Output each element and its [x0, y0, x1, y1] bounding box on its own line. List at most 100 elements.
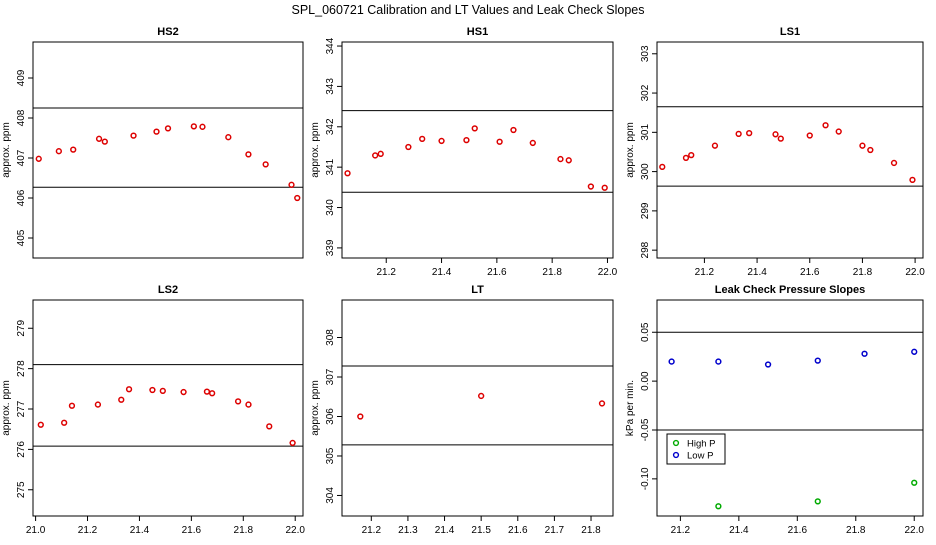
panel-2: HS1 approx. ppm 339 340 341 342 343 344 21.2 21.4… [310, 26, 618, 278]
x-tick-label: 21.7 [545, 525, 565, 536]
x-tick-label: 21.2 [671, 525, 691, 536]
data-point [890, 159, 898, 167]
y-tick-label: 278 [16, 360, 27, 377]
data-point [289, 439, 296, 447]
data-point [357, 413, 364, 420]
x-tick-label: 22.0 [285, 525, 305, 536]
x-tick-label: 21.0 [26, 525, 46, 536]
data-point [859, 142, 866, 149]
y-tick-label: 306 [325, 408, 336, 425]
x-tick-label: 21.5 [471, 525, 491, 536]
y-tick-label: 304 [325, 487, 336, 504]
data-point [101, 138, 108, 145]
data-point [471, 125, 478, 132]
y-tick-label: 276 [16, 441, 27, 458]
data-point [372, 152, 379, 159]
data-point [266, 423, 273, 430]
x-tick-label: 21.4 [747, 267, 767, 278]
x-tick-label: 21.4 [435, 525, 455, 536]
legend-label: Low P [687, 451, 713, 462]
legend-marker [672, 439, 680, 447]
x-tick-label: 22.0 [598, 267, 618, 278]
x-tick-label: 21.6 [800, 267, 820, 278]
y-tick-label: 343 [325, 78, 336, 95]
x-tick-label: 21.8 [581, 525, 601, 536]
y-axis-label: approx. ppm [1, 122, 12, 178]
data-point [529, 139, 536, 147]
y-tick-label: 279 [16, 319, 27, 336]
y-axis-label: approx. ppm [310, 122, 321, 178]
data-point [68, 402, 76, 409]
x-tick-label: 21.4 [130, 525, 150, 536]
data-point [587, 183, 595, 190]
plot-frame [341, 299, 614, 517]
x-tick-label: 22.0 [905, 267, 925, 278]
x-tick-label: 21.2 [695, 267, 715, 278]
y-tick-label: -0.05 [640, 418, 651, 441]
data-point [598, 400, 606, 407]
data-point [70, 146, 77, 153]
data-point [835, 128, 842, 135]
data-point [118, 396, 125, 403]
plot-frame [32, 299, 304, 517]
x-tick-label: 21.2 [362, 525, 382, 536]
y-tick-label: 342 [325, 118, 336, 135]
data-point [125, 386, 133, 393]
y-axis-label: kPa per min. [625, 380, 636, 436]
x-tick-label: 21.6 [182, 525, 202, 536]
y-tick-label: 299 [640, 202, 651, 219]
x-tick-label: 21.8 [234, 525, 254, 536]
x-tick-label: 21.6 [487, 267, 507, 278]
x-tick-label: 21.8 [542, 267, 562, 278]
data-point [496, 138, 503, 145]
data-point [419, 135, 426, 143]
data-point [557, 155, 564, 163]
y-axis-label: approx. ppm [1, 380, 12, 436]
y-tick-label: -0.10 [640, 467, 651, 490]
plot-frame [341, 41, 614, 259]
panel-5: LT approx. ppm 304 305 306 307 308 21.2 21.3 21.4… [310, 284, 614, 536]
y-tick-label: 300 [640, 163, 651, 180]
plot-frame [656, 299, 924, 517]
y-tick-label: 341 [325, 158, 336, 175]
panel-6: Leak Check Pressure Slopes kPa per min. -0… [625, 284, 924, 536]
y-tick-label: 408 [16, 109, 27, 126]
data-point [208, 390, 216, 397]
plot-frame [656, 41, 924, 259]
legend-label: High P [687, 439, 716, 450]
x-tick-label: 21.6 [788, 525, 808, 536]
data-point [806, 132, 813, 139]
data-point [711, 142, 719, 149]
panel-3: LS1 approx. ppm 298 299 300 301 302 303 21.2 21.4… [625, 26, 925, 278]
y-tick-label: 339 [325, 239, 336, 256]
y-tick-label: 406 [16, 189, 27, 206]
page-title: SPL_060721 Calibration and LT Values and… [291, 3, 644, 17]
data-point [463, 136, 470, 144]
legend-box [666, 433, 726, 465]
y-tick-label: 301 [640, 124, 651, 141]
x-tick-label: 21.4 [729, 525, 749, 536]
y-tick-label: 344 [325, 37, 336, 54]
x-tick-label: 21.8 [853, 267, 873, 278]
data-point [180, 388, 187, 396]
data-point [377, 150, 384, 157]
y-tick-label: 305 [325, 447, 336, 464]
x-tick-label: 22.0 [904, 525, 924, 536]
legend-marker [672, 451, 680, 459]
data-point [764, 361, 772, 368]
data-point [203, 388, 211, 395]
data-point [94, 401, 102, 408]
data-point [478, 392, 485, 400]
data-point [909, 176, 916, 183]
data-point [659, 163, 666, 171]
y-tick-label: 409 [16, 69, 27, 86]
y-axis-label: approx. ppm [310, 380, 321, 436]
data-point [164, 125, 172, 132]
data-point [682, 154, 690, 162]
panel-title: LT [471, 284, 484, 296]
y-tick-label: 405 [16, 229, 27, 246]
data-point [438, 137, 445, 145]
y-tick-label: 302 [640, 84, 651, 101]
